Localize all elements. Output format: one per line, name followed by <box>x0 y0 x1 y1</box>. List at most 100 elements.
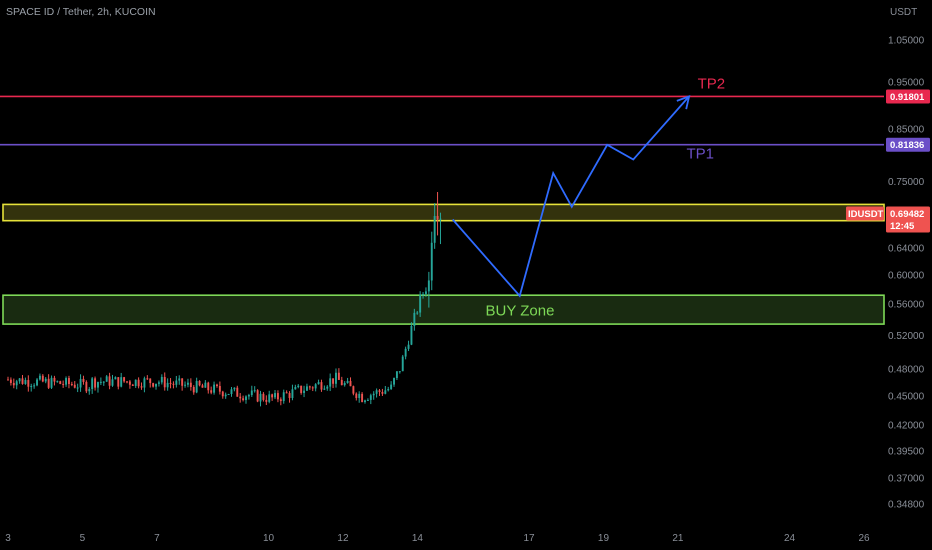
candle-body <box>9 379 12 383</box>
candle-body <box>131 384 134 386</box>
candle-body <box>33 385 36 387</box>
candle-body <box>265 399 268 402</box>
candle-body <box>221 391 224 397</box>
tp1-price-tag <box>886 137 930 152</box>
time-tick-label: 5 <box>80 533 86 544</box>
candle-body <box>76 387 79 389</box>
candle-body <box>56 381 59 383</box>
candle-body <box>146 378 149 380</box>
candle-body <box>108 376 111 386</box>
candle-body <box>308 386 311 388</box>
projection-path <box>452 95 690 298</box>
candle-body <box>332 378 335 384</box>
price-tick-label: 0.34800 <box>888 500 925 511</box>
candle-body <box>413 312 416 326</box>
price-tick-label: 1.05000 <box>888 36 925 47</box>
candle-body <box>67 378 70 385</box>
time-tick-label: 7 <box>154 533 160 544</box>
candle-body <box>204 382 207 388</box>
candle-body <box>91 378 94 390</box>
candle-body <box>216 384 218 387</box>
candle-body <box>82 378 85 382</box>
price-tick-label: 0.37000 <box>888 474 925 485</box>
candle-body <box>184 384 187 386</box>
candle-body <box>390 384 393 390</box>
candle-body <box>361 393 364 402</box>
candle-body <box>378 390 381 392</box>
time-tick-label: 17 <box>523 533 535 544</box>
buy-zone <box>2 294 885 325</box>
price-tick-label: 0.75000 <box>888 177 925 188</box>
candle-body <box>149 378 152 384</box>
tp1-price-value: 0.81836 <box>890 140 924 151</box>
candle-body <box>140 386 143 388</box>
time-tick-label: 24 <box>784 533 796 544</box>
candle-body <box>201 385 204 388</box>
candle-body <box>282 392 285 402</box>
candle-body <box>340 379 343 386</box>
candle-body <box>181 378 184 386</box>
time-tick-label: 3 <box>5 533 11 544</box>
candle-body <box>94 378 97 388</box>
candle-body <box>233 387 236 390</box>
candle-body <box>256 390 259 402</box>
candle-body <box>224 394 227 397</box>
tp2-price-value: 0.91801 <box>890 92 925 103</box>
candle-body <box>401 356 404 372</box>
candle-body <box>12 382 15 386</box>
candle-body <box>70 384 73 386</box>
candle-body <box>424 291 427 294</box>
price-tick-label: 0.42000 <box>888 420 925 431</box>
price-tick-label: 0.45000 <box>888 392 925 403</box>
candle-body <box>175 380 178 385</box>
candle-body <box>262 393 265 400</box>
candle-body <box>387 389 390 391</box>
candle-body <box>433 215 436 243</box>
candle-body <box>189 382 192 387</box>
candle-body <box>294 387 297 390</box>
bar-countdown: 12:45 <box>890 221 915 232</box>
candle-body <box>15 381 18 386</box>
candle-body <box>416 312 419 314</box>
candle-body <box>285 392 288 394</box>
current-price-value: 0.69482 <box>890 209 924 220</box>
candle-body <box>166 382 169 388</box>
candle-body <box>27 380 30 387</box>
candle-body <box>259 393 262 402</box>
time-tick-label: 10 <box>263 533 275 544</box>
candle-body <box>320 382 323 390</box>
candle-body <box>137 379 140 387</box>
candle-body <box>36 379 38 386</box>
candle-body <box>213 384 216 393</box>
candle-body <box>195 381 198 393</box>
price-tick-label: 0.52000 <box>888 331 925 342</box>
time-tick-label: 14 <box>412 533 424 544</box>
price-tick-label: 0.48000 <box>888 364 925 375</box>
candle-body <box>218 386 221 392</box>
candle-body <box>276 393 279 400</box>
candle-body <box>300 385 303 393</box>
candle-body <box>439 218 442 220</box>
candle-body <box>152 383 155 387</box>
price-tick-label: 0.64000 <box>888 244 925 255</box>
candle-body <box>253 390 256 392</box>
candle-body <box>24 380 27 384</box>
candle-body <box>407 344 410 349</box>
candle-body <box>250 390 253 396</box>
candle-body <box>343 382 346 386</box>
price-axis-unit: USDT <box>890 7 917 18</box>
candle-body <box>271 394 274 398</box>
candle-body <box>427 280 430 292</box>
candle-body <box>30 386 33 388</box>
candle-body <box>317 382 320 385</box>
candle-body <box>41 375 44 382</box>
candle-body <box>155 383 157 387</box>
price-tick-label: 0.39500 <box>888 446 925 457</box>
candle-body <box>372 393 375 396</box>
candle-body <box>311 387 314 389</box>
resistance-zone <box>2 203 885 222</box>
candle-body <box>192 386 195 393</box>
candle-body <box>99 381 102 383</box>
